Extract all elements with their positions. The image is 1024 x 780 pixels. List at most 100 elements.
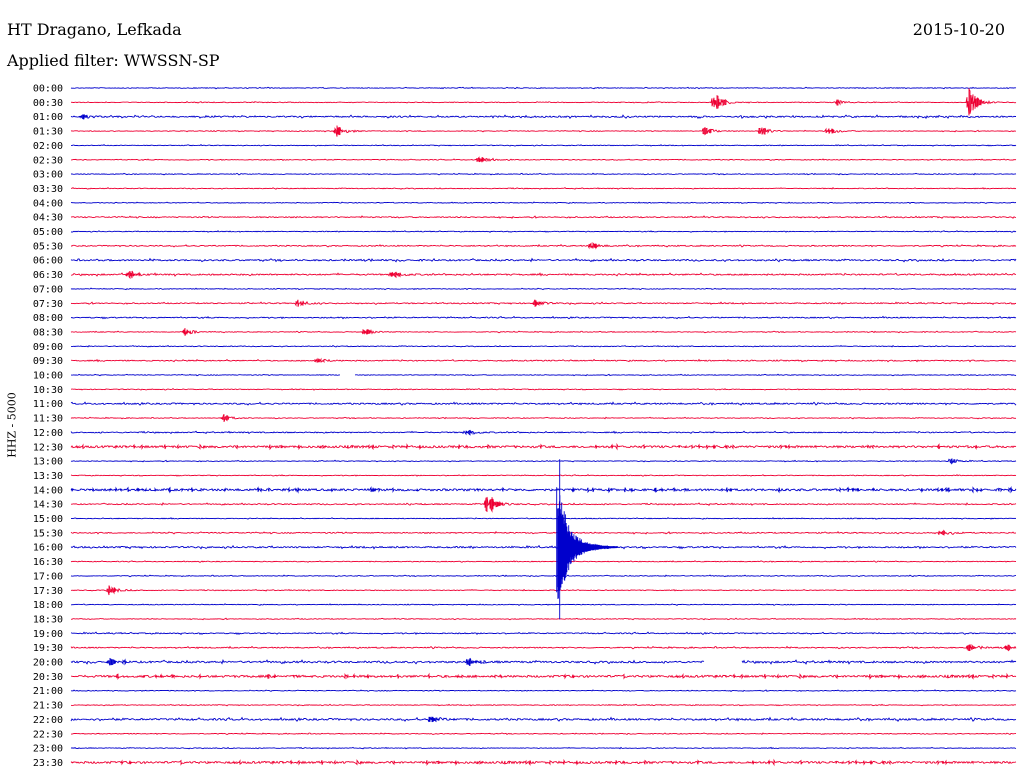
time-label: 13:30: [33, 471, 63, 482]
time-label: 14:00: [33, 485, 63, 496]
time-label: 07:30: [33, 299, 63, 310]
time-label: 05:00: [33, 227, 63, 238]
trace-line: [71, 187, 1017, 190]
time-label: 22:30: [33, 729, 63, 740]
time-label: 05:30: [33, 241, 63, 252]
time-label: 12:30: [33, 442, 63, 453]
date-label: 2015-10-20: [912, 20, 1005, 39]
trace-line: [70, 429, 1017, 436]
trace-line: [70, 87, 1017, 116]
trace-line: [70, 357, 1016, 364]
time-label: 14:30: [33, 500, 63, 511]
time-label: 10:30: [33, 385, 63, 396]
trace-line: [70, 689, 1017, 692]
time-label: 20:30: [33, 672, 63, 683]
time-label: 19:30: [33, 643, 63, 654]
time-label: 21:30: [33, 701, 63, 712]
trace-line: [71, 732, 1017, 736]
trace-line: [70, 544, 1017, 550]
trace-line: [70, 458, 1017, 465]
time-label: 01:00: [33, 112, 63, 123]
time-label: 06:30: [33, 270, 63, 281]
time-label: 15:30: [33, 528, 63, 539]
trace-line: [70, 215, 1017, 219]
time-label: 19:00: [33, 629, 63, 640]
trace-line: [70, 299, 1017, 307]
trace-line: [70, 114, 1016, 120]
trace-line: [70, 86, 1017, 90]
time-label: 04:30: [33, 213, 63, 224]
time-label: 08:30: [33, 327, 63, 338]
trace-line: [70, 257, 1017, 263]
time-label: 02:00: [33, 141, 63, 152]
trace-line: [70, 585, 1017, 596]
trace-line: [70, 388, 1017, 391]
trace-line: [70, 574, 1016, 578]
time-label: 08:00: [33, 313, 63, 324]
trace-line: [71, 156, 1017, 163]
trace-line: [70, 716, 1017, 723]
time-label: 12:00: [33, 428, 63, 439]
trace-line: [70, 414, 1017, 423]
time-label: 00:00: [33, 84, 63, 95]
time-label: 10:00: [33, 371, 63, 382]
trace-line: [71, 672, 1017, 680]
time-label: 09:30: [33, 356, 63, 367]
time-label: 09:00: [33, 342, 63, 353]
trace-line: [70, 631, 1016, 636]
trace-line: [70, 315, 1017, 320]
station-title: HT Dragano, Lefkada: [7, 20, 182, 39]
time-label: 01:30: [33, 127, 63, 138]
trace-line: [70, 287, 1017, 291]
trace-line: [70, 125, 1017, 137]
time-label: 20:00: [33, 658, 63, 669]
trace-line: [70, 201, 1017, 205]
trace-line: [71, 143, 1017, 147]
trace-line: [70, 328, 1017, 336]
time-label: 03:00: [33, 170, 63, 181]
trace-line: [70, 617, 1017, 621]
trace-line: [70, 270, 1017, 280]
time-label: 11:00: [33, 399, 63, 410]
trace-line: [70, 758, 1017, 767]
time-label: 23:00: [33, 744, 63, 755]
time-label: 23:30: [33, 758, 63, 769]
time-label: 18:30: [33, 614, 63, 625]
time-label: 02:30: [33, 155, 63, 166]
trace-line: [70, 560, 1017, 563]
trace-line: [70, 230, 1017, 233]
time-label: 16:00: [33, 543, 63, 554]
trace-line: [70, 657, 1017, 666]
trace-line: [70, 486, 1017, 494]
time-label: 18:00: [33, 600, 63, 611]
major-event-waveform: [556, 459, 618, 620]
time-label: 15:00: [33, 514, 63, 525]
trace-line: [71, 603, 1017, 606]
time-label: 17:30: [33, 586, 63, 597]
trace-line: [71, 344, 1017, 348]
time-label: 06:00: [33, 256, 63, 267]
trace-line: [70, 172, 1017, 176]
trace-line: [70, 442, 1017, 451]
trace-line: [70, 703, 1016, 707]
trace-line: [70, 517, 1017, 520]
time-label: 07:00: [33, 284, 63, 295]
time-label: 22:00: [33, 715, 63, 726]
time-label: 13:00: [33, 457, 63, 468]
time-label: 11:30: [33, 414, 63, 425]
trace-line: [70, 474, 1017, 477]
trace-line: [70, 643, 1017, 652]
trace-line: [70, 401, 1017, 406]
filter-label: Applied filter: WWSSN-SP: [7, 51, 220, 70]
time-label: 17:00: [33, 571, 63, 582]
trace-line: [70, 529, 1017, 536]
trace-line: [70, 746, 1017, 750]
trace-line: [71, 373, 1017, 377]
time-label: 04:00: [33, 198, 63, 209]
trace-line: [71, 242, 1017, 250]
time-label: 03:30: [33, 184, 63, 195]
time-label: 00:30: [33, 98, 63, 109]
trace-line: [71, 496, 1017, 513]
time-label: 16:30: [33, 557, 63, 568]
